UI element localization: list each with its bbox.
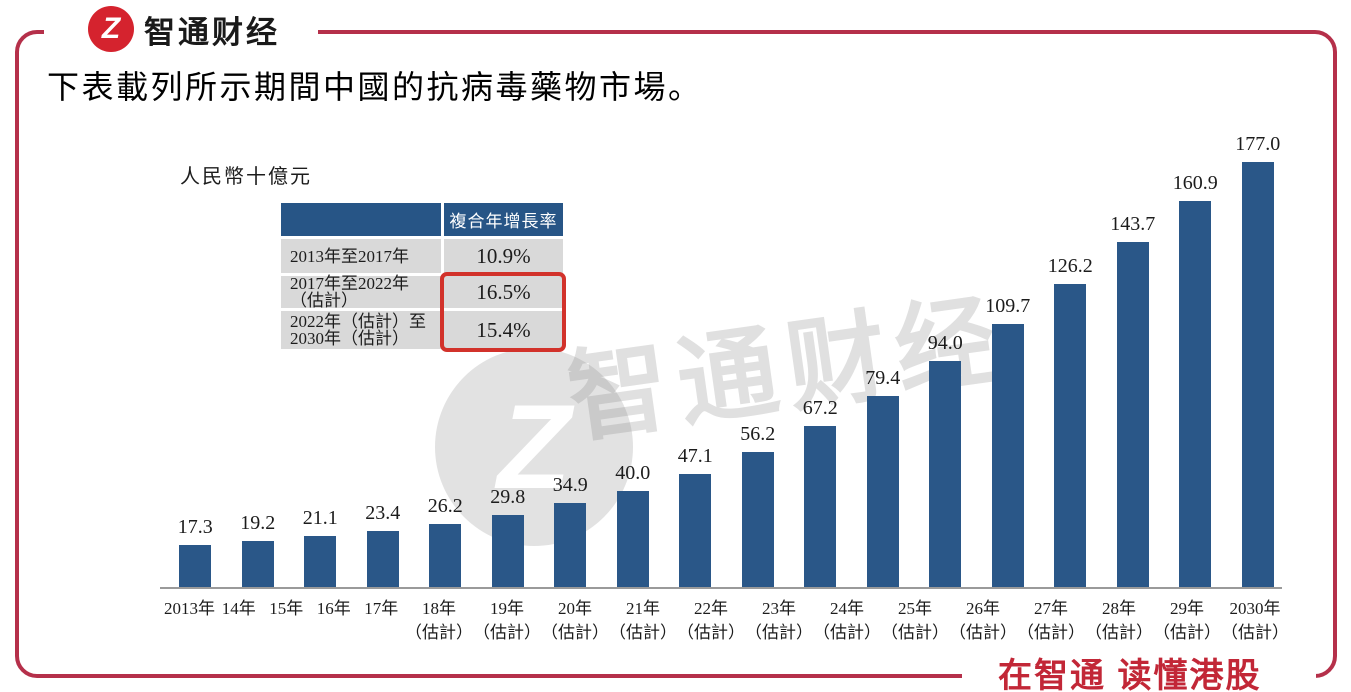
- bar-value-label: 177.0: [1235, 133, 1281, 155]
- x-axis-label: 16年: [316, 599, 351, 618]
- bar-value-label: 26.2: [427, 495, 463, 517]
- bar: [1241, 162, 1274, 587]
- bar-value-label: 160.9: [1172, 172, 1218, 194]
- bar-value-label: 21.1: [302, 507, 338, 529]
- x-axis-label: 19年 （估計）: [473, 599, 541, 642]
- bar: [366, 531, 399, 587]
- x-axis-label: 2013年: [164, 599, 215, 618]
- x-axis-label: 23年 （估計）: [745, 599, 813, 642]
- x-axis-label: 17年: [364, 599, 399, 618]
- cagr-table-header-row: 複合年增長率: [281, 203, 563, 236]
- bar: [866, 396, 899, 587]
- x-axis-label: 22年 （估計）: [677, 599, 745, 642]
- bar: [1116, 242, 1149, 587]
- x-axis-labels: 2013年 14年 15年 16年 17年 18年 （估計） 19年 （估計） 20年 （估計） 21…: [164, 597, 1289, 645]
- x-axis-label: 18年 （估計）: [405, 599, 473, 642]
- bar-column: 94.0: [914, 120, 977, 587]
- bar: [554, 503, 587, 587]
- bar: [741, 452, 774, 587]
- x-axis-label: 15年: [269, 599, 304, 618]
- bar-value-label: 23.4: [365, 502, 401, 524]
- x-axis-line: [160, 587, 1282, 589]
- cagr-table-row: 2013年至2017年 10.9%: [281, 239, 563, 273]
- bar-value-label: 40.0: [615, 462, 651, 484]
- bar-column: 23.4: [352, 120, 415, 587]
- bar: [241, 541, 274, 587]
- brand-logo: Z 智通财经: [88, 6, 280, 52]
- bar-column: 19.2: [227, 120, 290, 587]
- x-axis-label: 28年 （估計）: [1085, 599, 1153, 642]
- bar: [929, 361, 962, 587]
- watermark-logo-icon: Z: [435, 348, 633, 546]
- bar: [804, 426, 837, 587]
- bar-value-label: 56.2: [740, 423, 776, 445]
- bar: [304, 536, 337, 587]
- x-axis-label: 2030年 （估計）: [1221, 599, 1289, 642]
- bar-value-label: 29.8: [490, 486, 526, 508]
- cagr-value-cell: 16.5%: [444, 276, 563, 308]
- bar: [1054, 284, 1087, 587]
- brand-logo-icon: Z: [88, 6, 134, 52]
- bar-value-label: 79.4: [865, 367, 901, 389]
- page-title: 下表載列所示期間中國的抗病毒藥物市場。: [47, 69, 703, 105]
- bar-column: 67.2: [789, 120, 852, 587]
- cagr-highlight-box: [440, 272, 566, 352]
- bar-value-label: 94.0: [927, 332, 963, 354]
- bar: [679, 474, 712, 587]
- watermark-logo-glyph: Z: [497, 380, 571, 514]
- bar: [991, 324, 1024, 587]
- x-axis-label: 20年 （估計）: [541, 599, 609, 642]
- bar-column: 143.7: [1102, 120, 1165, 587]
- bar-column: 79.4: [852, 120, 915, 587]
- cagr-table-row: 2017年至2022年（估計） 16.5%: [281, 275, 563, 309]
- cagr-table-row: 2022年（估計）至 2030年（估計） 15.4%: [281, 311, 563, 349]
- cagr-table: 複合年增長率 2013年至2017年 10.9% 2017年至2022年（估計） 16…: [281, 203, 563, 349]
- footer-slogan: 在智通 读懂港股: [998, 657, 1262, 692]
- bar: [429, 524, 462, 587]
- cagr-table-corner-cell: [281, 203, 441, 236]
- bar-value-label: 143.7: [1110, 213, 1156, 235]
- x-axis-label: 24年 （估計）: [813, 599, 881, 642]
- bar-column: 56.2: [727, 120, 790, 587]
- bar: [179, 545, 212, 587]
- bar-column: 29.8: [477, 120, 540, 587]
- bar-column: 17.3: [164, 120, 227, 587]
- bar-value-label: 109.7: [985, 295, 1031, 317]
- y-axis-unit-label: 人民幣十億元: [180, 166, 312, 188]
- bar-column: 126.2: [1039, 120, 1102, 587]
- bar-column: 26.2: [414, 120, 477, 587]
- bar-column: 109.7: [977, 120, 1040, 587]
- brand-logo-glyph: Z: [101, 12, 121, 45]
- bar-column: 160.9: [1164, 120, 1227, 587]
- bar-value-label: 17.3: [177, 516, 213, 538]
- x-axis-label: 21年 （估計）: [609, 599, 677, 642]
- bar: [491, 515, 524, 587]
- bar-chart: 17.3 19.2 21.1 23.4 26.2 29.8 34.9 40.0 47.1 56.2…: [164, 120, 1289, 587]
- x-axis-label: 29年 （估計）: [1153, 599, 1221, 642]
- x-axis-label: 26年 （估計）: [949, 599, 1017, 642]
- bar-column: 47.1: [664, 120, 727, 587]
- bar-value-label: 47.1: [677, 445, 713, 467]
- bar-column: 177.0: [1227, 120, 1290, 587]
- x-axis-label: 14年: [221, 599, 256, 618]
- bar-value-label: 67.2: [802, 397, 838, 419]
- cagr-value-cell: 15.4%: [444, 311, 563, 349]
- cagr-value-cell: 10.9%: [444, 239, 563, 273]
- cagr-period-cell: 2022年（估計）至 2030年（估計）: [281, 311, 441, 349]
- bar-value-label: 126.2: [1047, 255, 1093, 277]
- bar: [616, 491, 649, 587]
- cagr-period-cell: 2013年至2017年: [281, 239, 441, 273]
- brand-logo-text: 智通财经: [144, 14, 280, 50]
- bar-column: 40.0: [602, 120, 665, 587]
- cagr-table-header-cell: 複合年增長率: [444, 203, 563, 236]
- bar-value-label: 34.9: [552, 474, 588, 496]
- x-axis-label: 25年 （估計）: [881, 599, 949, 642]
- bar-column: 21.1: [289, 120, 352, 587]
- bar-column: 34.9: [539, 120, 602, 587]
- bar: [1179, 201, 1212, 587]
- bar-value-label: 19.2: [240, 512, 276, 534]
- cagr-period-cell: 2017年至2022年（估計）: [281, 275, 441, 309]
- x-axis-label: 27年 （估計）: [1017, 599, 1085, 642]
